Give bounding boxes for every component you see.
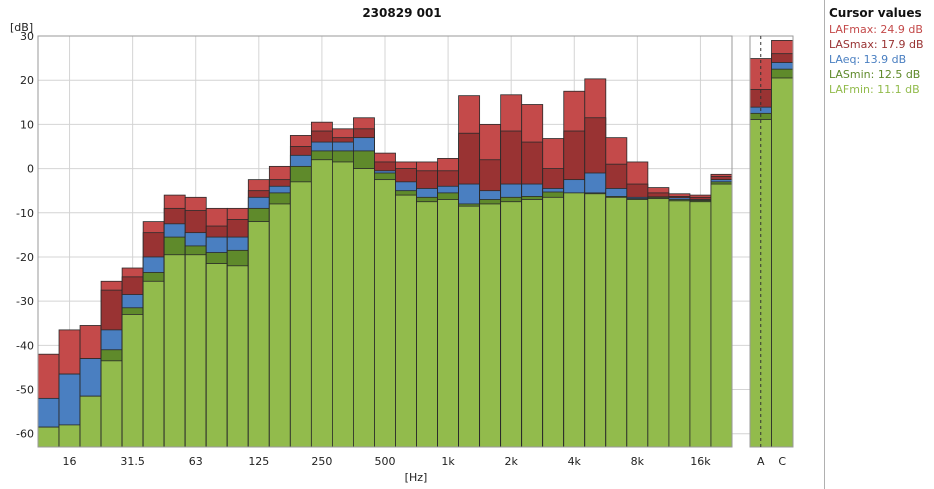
bar-band-25-lafmin bbox=[563, 192, 586, 448]
bar-band-10-lafmin bbox=[247, 221, 270, 448]
bar-band-4-lafmin bbox=[121, 314, 144, 448]
y-tick-label: -10 bbox=[16, 207, 34, 220]
bar-band-17-lafmin bbox=[395, 194, 417, 448]
bar-band-23-lafmin bbox=[521, 199, 544, 448]
y-tick-label: 30 bbox=[20, 30, 34, 43]
y-tick-label: 0 bbox=[27, 163, 34, 176]
bar-band-19-lafmin bbox=[437, 199, 460, 448]
bar-band-22-lafmin bbox=[500, 201, 523, 448]
bar-overall-c-lafmin bbox=[771, 77, 794, 448]
bar-band-5-lafmin bbox=[142, 280, 165, 448]
plot-area: 30 20 10 0 -10 -20 -30 -40 -50 -60 16 31.5 63 125 250 5… bbox=[16, 30, 794, 468]
legend-entry-lasmin: LASmin: 12.5 dB bbox=[829, 68, 921, 81]
x-tick-label-overall: C bbox=[778, 455, 786, 468]
bar-band-1-lafmin bbox=[58, 424, 81, 448]
y-tick-label: 10 bbox=[20, 118, 34, 131]
bar-band-15-lafmin bbox=[353, 168, 375, 448]
overall-plot-frame bbox=[749, 35, 794, 448]
bar-band-3-lafmin bbox=[100, 360, 123, 448]
legend-entry-laeq: LAeq: 13.9 dB bbox=[829, 53, 907, 66]
bar-band-8-lafmin bbox=[205, 263, 228, 448]
bar-band-27-lafmin bbox=[605, 196, 628, 448]
x-tick-label: 125 bbox=[248, 455, 269, 468]
x-tick-label: 63 bbox=[189, 455, 203, 468]
bar-band-21-lafmin bbox=[479, 203, 502, 448]
legend-title: Cursor values bbox=[829, 6, 922, 20]
y-tick-label: 20 bbox=[20, 74, 34, 87]
bar-band-32-lafmin bbox=[710, 183, 733, 448]
x-tick-label: 2k bbox=[504, 455, 518, 468]
cursor-values-panel: Cursor values LAFmax: 24.9 dB LASmax: 17… bbox=[824, 0, 934, 489]
bar-band-7-lafmin bbox=[184, 254, 207, 448]
y-tick-label: -60 bbox=[16, 428, 34, 441]
bar-band-11-lafmin bbox=[268, 203, 291, 448]
x-axis-unit: [Hz] bbox=[405, 471, 428, 484]
x-tick-label: 1k bbox=[441, 455, 455, 468]
bar-band-13-lafmin bbox=[310, 159, 333, 448]
bar-band-20-lafmin bbox=[458, 205, 481, 448]
bar-band-12-lafmin bbox=[289, 181, 312, 448]
bar-band-2-lafmin bbox=[79, 395, 102, 448]
legend-entry-lafmin: LAFmin: 11.1 dB bbox=[829, 83, 920, 96]
y-tick-label: -20 bbox=[16, 251, 34, 264]
y-axis-unit: [dB] bbox=[10, 21, 33, 34]
x-tick-label: 16 bbox=[63, 455, 77, 468]
bar-band-18-lafmin bbox=[416, 201, 438, 448]
bar-band-30-lafmin bbox=[668, 200, 691, 448]
bar-band-16-lafmin bbox=[374, 179, 396, 448]
band-plot-frame bbox=[37, 35, 733, 448]
x-tick-label: 500 bbox=[374, 455, 395, 468]
y-tick-label: -30 bbox=[16, 295, 34, 308]
x-tick-label: 4k bbox=[568, 455, 582, 468]
bar-band-31-lafmin bbox=[689, 201, 712, 448]
x-tick-label: 250 bbox=[311, 455, 332, 468]
x-tick-label: 31.5 bbox=[120, 455, 145, 468]
level-spectrum-chart: 230829 001 [dB] [Hz] 30 20 10 0 -10 -20 -30 -40… bbox=[10, 6, 794, 484]
bar-band-26-lafmin bbox=[584, 193, 607, 448]
x-tick-label: 8k bbox=[631, 455, 645, 468]
y-tick-label: -40 bbox=[16, 339, 34, 352]
x-tick-label-overall: A bbox=[757, 455, 765, 468]
bar-band-9-lafmin bbox=[226, 265, 249, 448]
chart-title: 230829 001 bbox=[362, 6, 441, 20]
y-tick-label: -50 bbox=[16, 384, 34, 397]
legend-entry-lasmax: LASmax: 17.9 dB bbox=[829, 38, 924, 51]
bar-band-29-lafmin bbox=[647, 198, 670, 448]
x-tick-label: 16k bbox=[690, 455, 711, 468]
bar-band-14-lafmin bbox=[332, 161, 354, 448]
bar-band-28-lafmin bbox=[626, 199, 649, 448]
bar-band-6-lafmin bbox=[163, 254, 186, 448]
bar-band-0-lafmin bbox=[37, 426, 60, 448]
bar-band-24-lafmin bbox=[542, 196, 565, 448]
legend-entry-lafmax: LAFmax: 24.9 dB bbox=[829, 23, 923, 36]
